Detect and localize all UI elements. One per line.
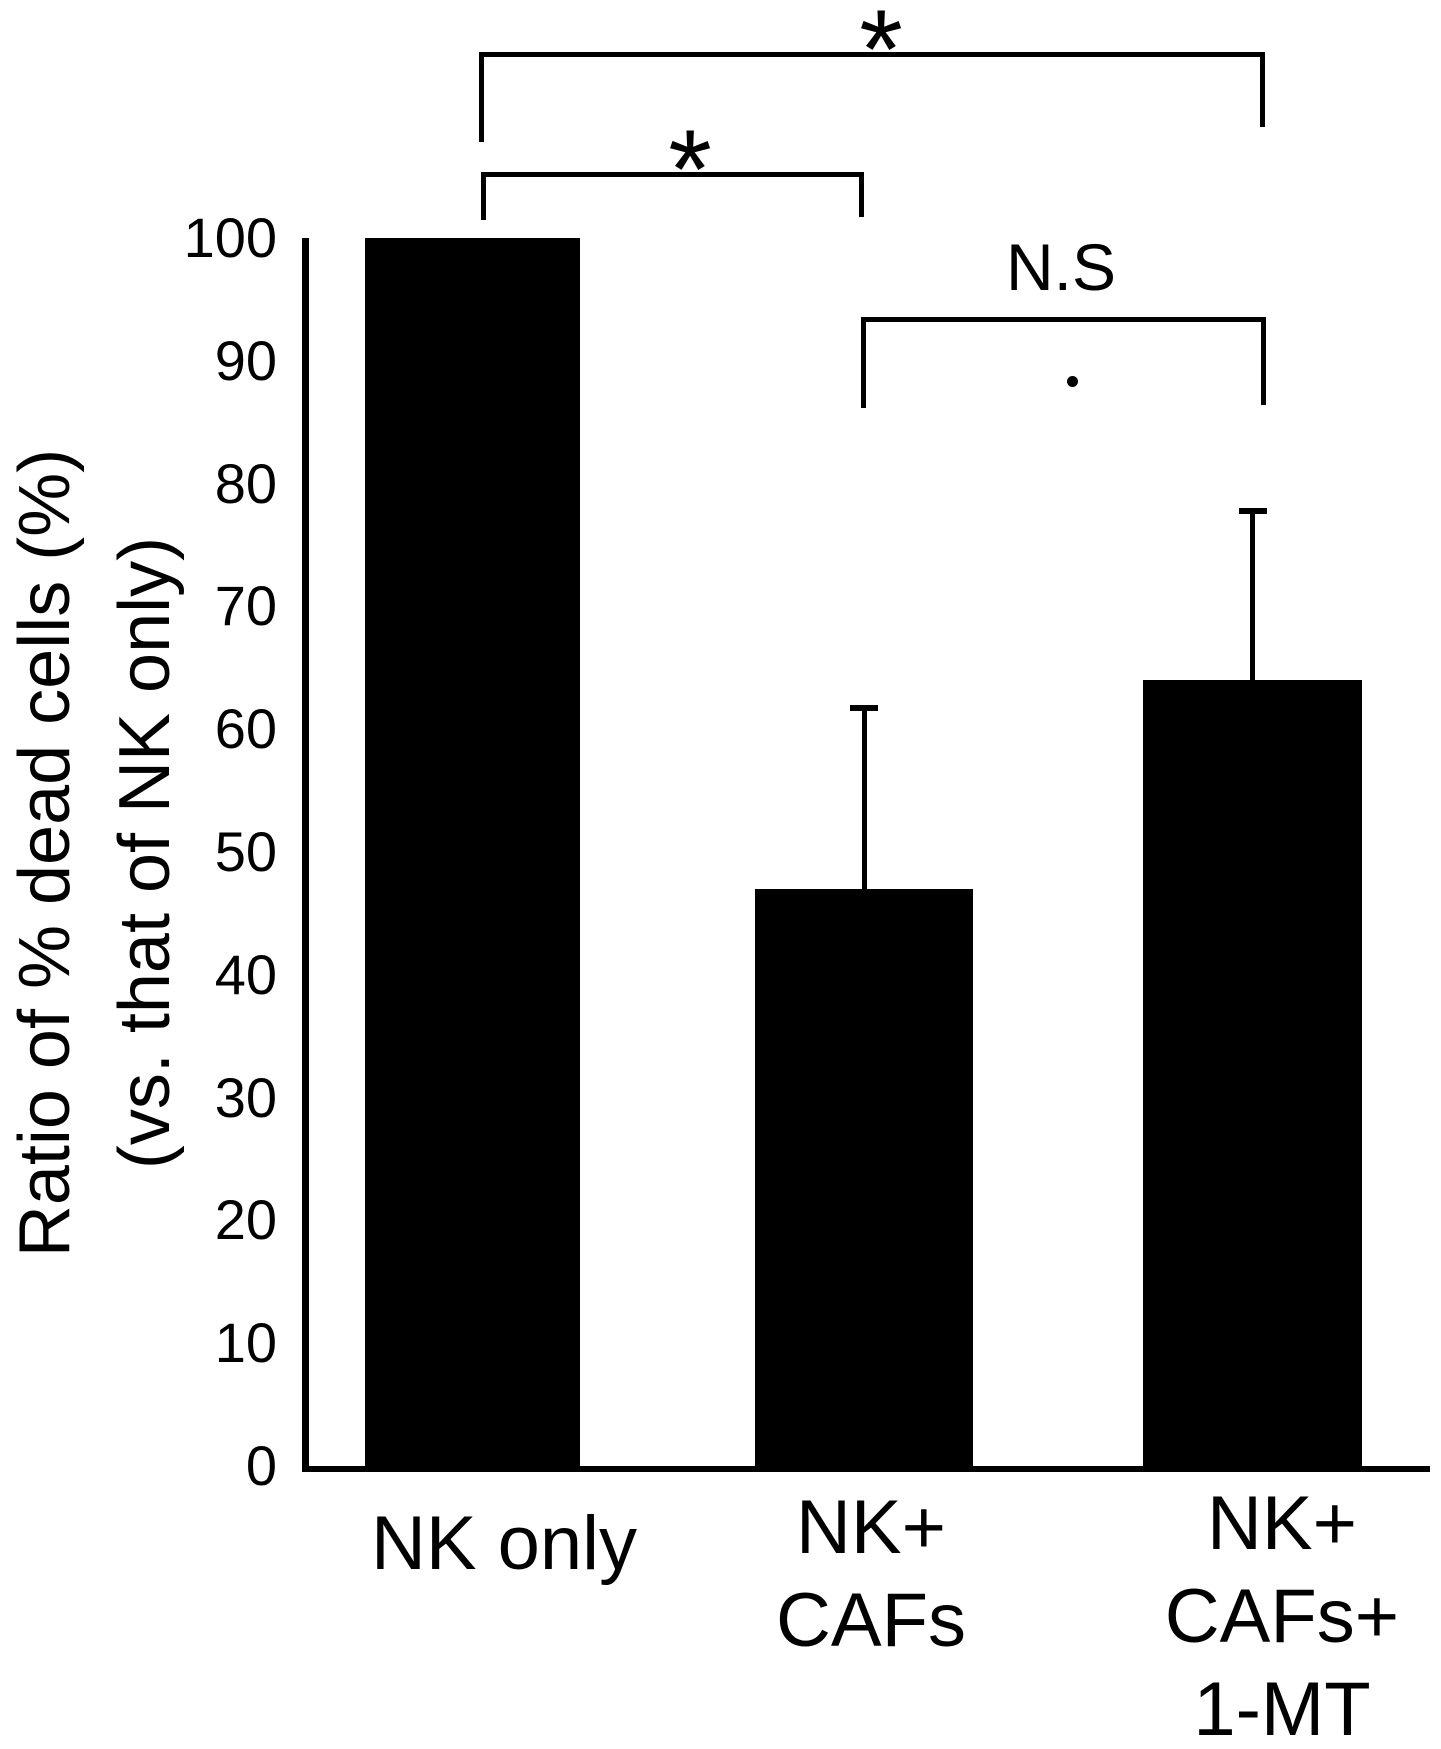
x-category-label-1-line: NK+ [796, 1485, 946, 1570]
y-tick-label-10: 10 [214, 1311, 277, 1375]
sig-bracket-2-right-tail [1261, 317, 1266, 405]
y-axis-title-line1: Ratio of % dead cells (%) [5, 448, 85, 1258]
sig-bracket-1-bar [481, 172, 864, 177]
y-tick-label-50: 50 [214, 820, 277, 883]
x-category-label-0: NK only [254, 1497, 754, 1590]
sig-bracket-2-bar [861, 317, 1266, 322]
sig-bracket-2-left-tail [861, 317, 866, 408]
x-category-label-0-line: NK only [370, 1501, 638, 1586]
error-bar-1 [861, 711, 867, 889]
y-tick-label-70: 70 [214, 574, 277, 638]
y-axis-line [302, 238, 309, 1472]
stray-dot [1067, 376, 1078, 387]
x-category-label-2: NK+ CAFs+ 1-MT [1032, 1477, 1441, 1749]
sig-label-2: N.S [1005, 230, 1117, 304]
y-tick-label-60: 60 [214, 697, 277, 761]
x-axis-line [302, 1466, 1430, 1472]
x-category-label-2-line: CAFs+ [1164, 1574, 1400, 1659]
bar-1 [755, 889, 973, 1466]
y-tick-label-0: 0 [245, 1434, 277, 1497]
y-tick-label-80: 80 [214, 451, 277, 515]
y-tick-label-20: 20 [214, 1188, 277, 1252]
sig-bracket-1-left-tail [481, 172, 486, 220]
error-bar-cap-1 [850, 705, 878, 711]
y-tick-label-90: 90 [214, 328, 277, 392]
sig-label-1: * [668, 107, 712, 232]
sig-bracket-0-left-tail [479, 52, 484, 142]
bar-2 [1143, 680, 1362, 1466]
y-tick-label-30: 30 [214, 1065, 277, 1129]
sig-label-0: * [859, 0, 903, 112]
error-bar-2 [1250, 514, 1255, 680]
error-bar-cap-2 [1238, 508, 1267, 514]
x-category-label-2-line: 1-MT [1193, 1667, 1371, 1749]
sig-bracket-1-right-tail [859, 172, 864, 217]
sig-bracket-0-right-tail [1260, 52, 1265, 127]
x-category-label-1-line: CAFs [776, 1578, 966, 1663]
x-category-label-2-line: NK+ [1207, 1481, 1357, 1566]
y-tick-label-100: 100 [183, 206, 277, 269]
y-tick-label-40: 40 [214, 942, 277, 1006]
bar-0 [365, 238, 580, 1466]
sig-bracket-0-bar [479, 52, 1265, 57]
x-category-label-1: NK+ CAFs [621, 1481, 1121, 1667]
